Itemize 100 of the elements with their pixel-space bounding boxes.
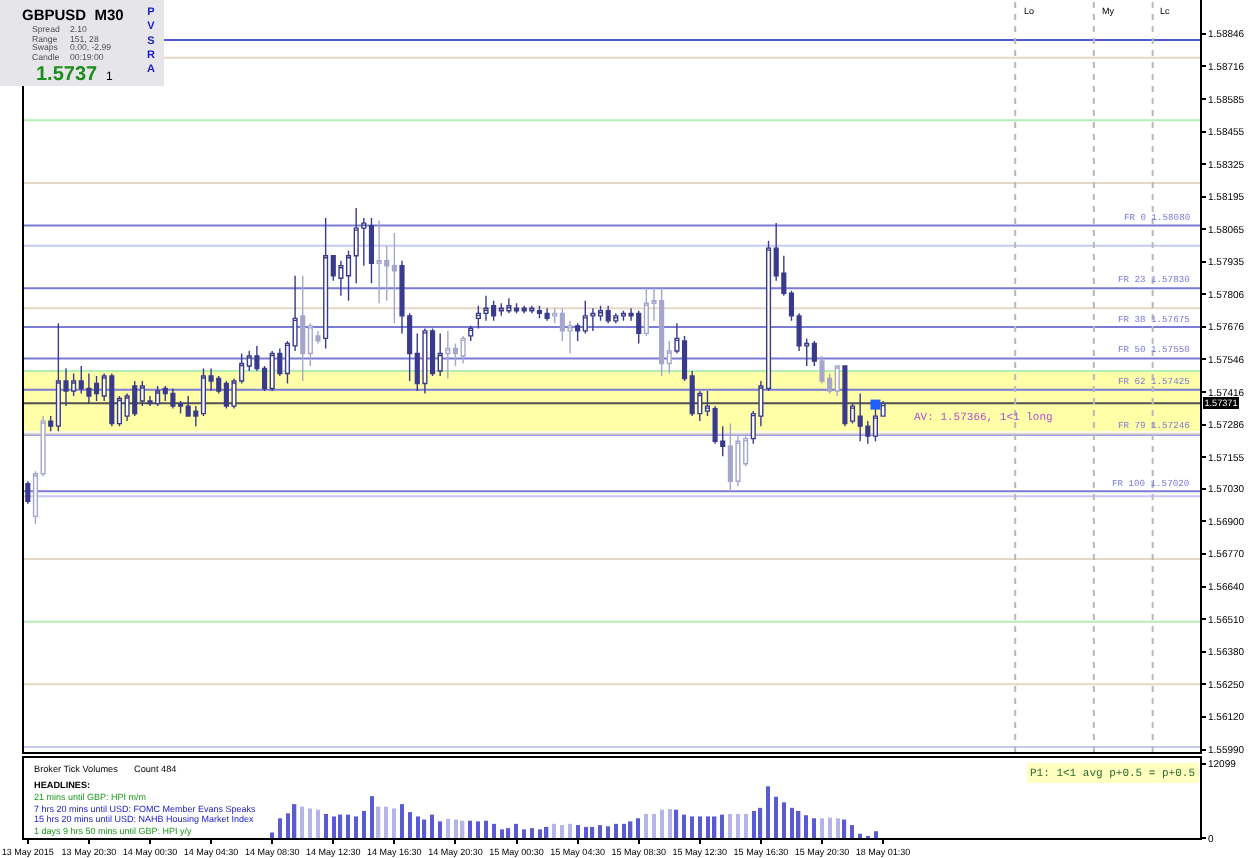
candlestick — [643, 287, 649, 337]
candlestick — [727, 422, 733, 492]
candlestick — [513, 302, 520, 315]
candlestick — [811, 340, 817, 367]
bar — [338, 814, 343, 838]
bar — [774, 796, 778, 838]
bar — [828, 817, 832, 838]
candlestick — [109, 372, 115, 427]
candlestick — [93, 375, 100, 402]
bar — [668, 809, 672, 838]
bar — [614, 823, 618, 838]
bar — [400, 804, 404, 838]
bar — [446, 818, 450, 838]
bar — [506, 828, 511, 838]
candlestick — [223, 380, 229, 410]
bar — [484, 820, 488, 838]
bar — [804, 815, 808, 838]
bar — [782, 802, 786, 838]
candlestick — [323, 217, 329, 350]
bar — [796, 810, 801, 838]
candlestick — [376, 219, 382, 304]
bar — [324, 814, 328, 838]
candlestick — [506, 297, 512, 315]
bar — [346, 814, 350, 838]
candlestick — [529, 305, 535, 315]
bar — [712, 816, 717, 838]
bar — [552, 823, 556, 838]
candlestick — [544, 307, 550, 322]
bar — [438, 821, 442, 838]
bar — [590, 826, 595, 838]
bar — [842, 819, 847, 838]
candlestick — [162, 385, 168, 402]
bar — [376, 806, 381, 838]
candlestick — [437, 332, 443, 377]
bar — [636, 818, 640, 838]
candlestick — [521, 305, 527, 315]
bar — [836, 818, 840, 838]
bar — [766, 786, 770, 838]
candlestick — [613, 312, 619, 325]
bar — [522, 829, 526, 838]
bar — [370, 796, 374, 838]
bar — [758, 807, 763, 838]
bar — [698, 816, 702, 838]
bar — [538, 829, 542, 838]
bar — [544, 826, 549, 838]
bar — [362, 810, 366, 838]
candlestick — [857, 392, 863, 442]
bar — [644, 814, 648, 838]
bar — [300, 806, 304, 838]
bar — [706, 816, 710, 838]
candlestick — [483, 295, 489, 322]
bar — [492, 823, 496, 838]
candlestick — [445, 330, 451, 380]
candlestick — [132, 380, 138, 417]
bar — [660, 809, 664, 838]
bar — [460, 820, 465, 838]
candlestick — [536, 305, 543, 320]
candlestick — [834, 365, 840, 397]
bar — [584, 826, 588, 838]
bar — [278, 818, 282, 838]
candlestick — [86, 372, 92, 405]
bar — [332, 816, 336, 838]
candlestick — [659, 287, 665, 377]
bar — [720, 814, 724, 838]
candlestick — [842, 365, 848, 427]
candlestick — [590, 307, 596, 332]
candlestick — [582, 300, 588, 335]
bar — [682, 814, 686, 838]
bar — [728, 814, 732, 838]
bar — [270, 832, 274, 838]
bar — [652, 814, 656, 838]
candlestick — [368, 217, 375, 284]
candlestick — [55, 322, 61, 432]
candlestick — [636, 310, 642, 345]
bar — [530, 828, 534, 838]
bar — [354, 816, 358, 838]
bar — [316, 809, 320, 838]
candlestick — [498, 302, 504, 317]
bar — [622, 823, 626, 838]
candlestick — [25, 480, 31, 505]
bar — [422, 819, 427, 838]
bar — [468, 820, 472, 838]
bar — [454, 819, 458, 838]
bar — [850, 825, 854, 838]
bar — [384, 806, 388, 838]
bar — [628, 821, 633, 838]
candlestick — [605, 305, 611, 325]
bar — [790, 807, 794, 838]
bar — [568, 823, 572, 838]
bar — [308, 808, 312, 838]
bar — [606, 826, 610, 838]
candlestick — [460, 335, 466, 365]
bar — [820, 818, 824, 838]
candlestick — [620, 310, 627, 322]
candlestick — [269, 350, 275, 392]
bar — [736, 814, 740, 838]
bar — [598, 825, 602, 838]
candlestick — [300, 275, 306, 382]
bar — [514, 823, 518, 838]
candlestick — [468, 325, 474, 342]
